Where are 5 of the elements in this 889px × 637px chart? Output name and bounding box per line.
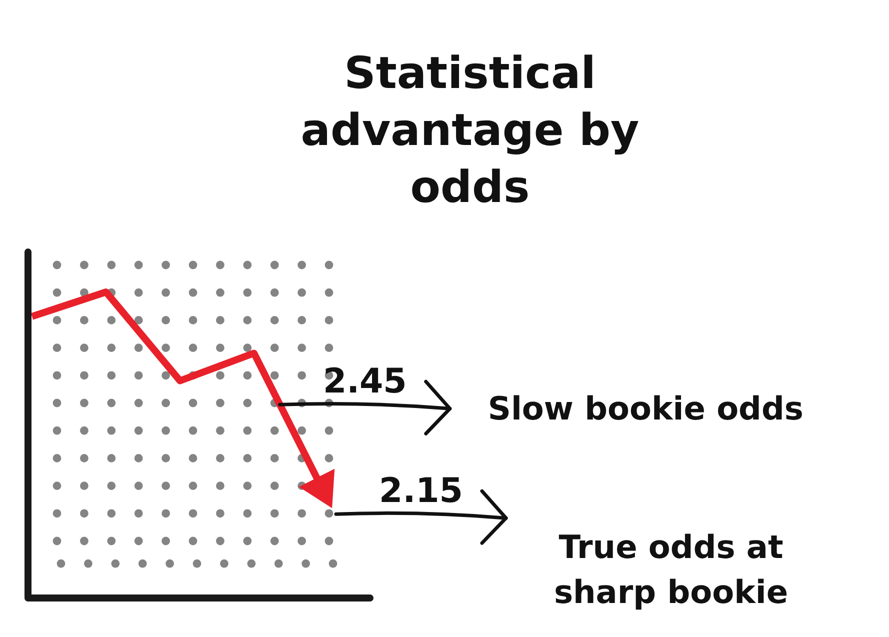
text: Slow bookie odds — [488, 390, 804, 428]
text: 2.15 — [379, 471, 463, 512]
text: True odds at sharp bookie — [554, 528, 788, 612]
annotation: 2.45 — [322, 362, 407, 402]
text: Statistical advantage by odds — [300, 48, 640, 213]
